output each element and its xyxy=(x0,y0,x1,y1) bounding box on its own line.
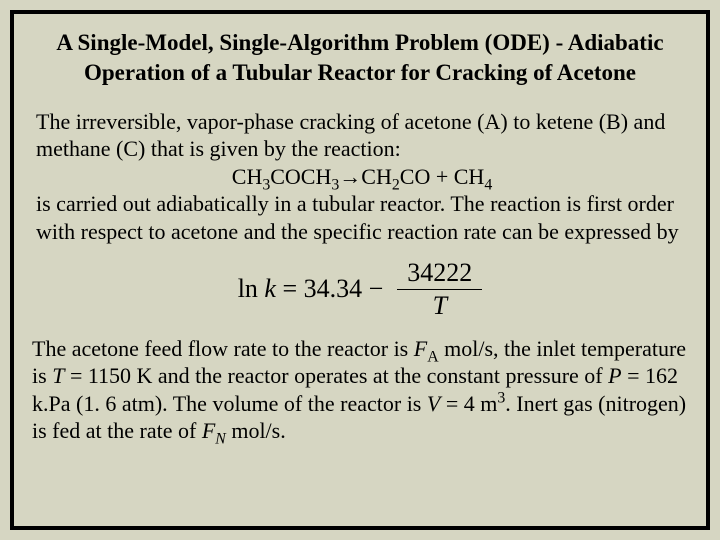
eq-numerator: 34222 xyxy=(397,259,482,289)
p2-t3: = 1150 K and the reactor operates at the… xyxy=(64,363,608,388)
eq-denominator: T xyxy=(433,290,447,319)
eq-ln: ln xyxy=(238,274,258,303)
paragraph-1: The irreversible, vapor-phase cracking o… xyxy=(36,108,688,246)
p2-FN: F xyxy=(202,418,215,443)
p2-V: V xyxy=(427,391,440,416)
p2-P: P xyxy=(608,363,621,388)
p2-Nsub: N xyxy=(215,431,226,448)
p2-t1: The acetone feed flow rate to the reacto… xyxy=(32,336,414,361)
p2-FA: F xyxy=(414,336,427,361)
eq-eq: = 34.34 − xyxy=(276,274,383,303)
eq-fraction: 34222 T xyxy=(397,259,482,319)
p2-t7: mol/s. xyxy=(226,418,286,443)
eq-k: k xyxy=(264,274,276,303)
rx-co: CO + CH xyxy=(400,164,485,189)
rx-ch1: CH xyxy=(232,164,263,189)
slide-frame: A Single-Model, Single-Algorithm Problem… xyxy=(10,10,710,530)
rx-coc: COCH xyxy=(270,164,331,189)
p2-t5: = 4 m xyxy=(440,391,497,416)
rate-equation: ln k = 34.34 − 34222 T xyxy=(32,259,688,319)
p2-T: T xyxy=(52,363,64,388)
p1-text-a: The irreversible, vapor-phase cracking o… xyxy=(36,109,665,162)
reaction-equation: CH3COCH3→CH2CO + CH4 xyxy=(36,163,688,191)
slide-title: A Single-Model, Single-Algorithm Problem… xyxy=(32,28,688,88)
paragraph-2: The acetone feed flow rate to the reacto… xyxy=(32,335,688,445)
p1-text-b: is carried out adiabatically in a tubula… xyxy=(36,191,679,244)
rx-arrow: →CH xyxy=(339,164,392,189)
